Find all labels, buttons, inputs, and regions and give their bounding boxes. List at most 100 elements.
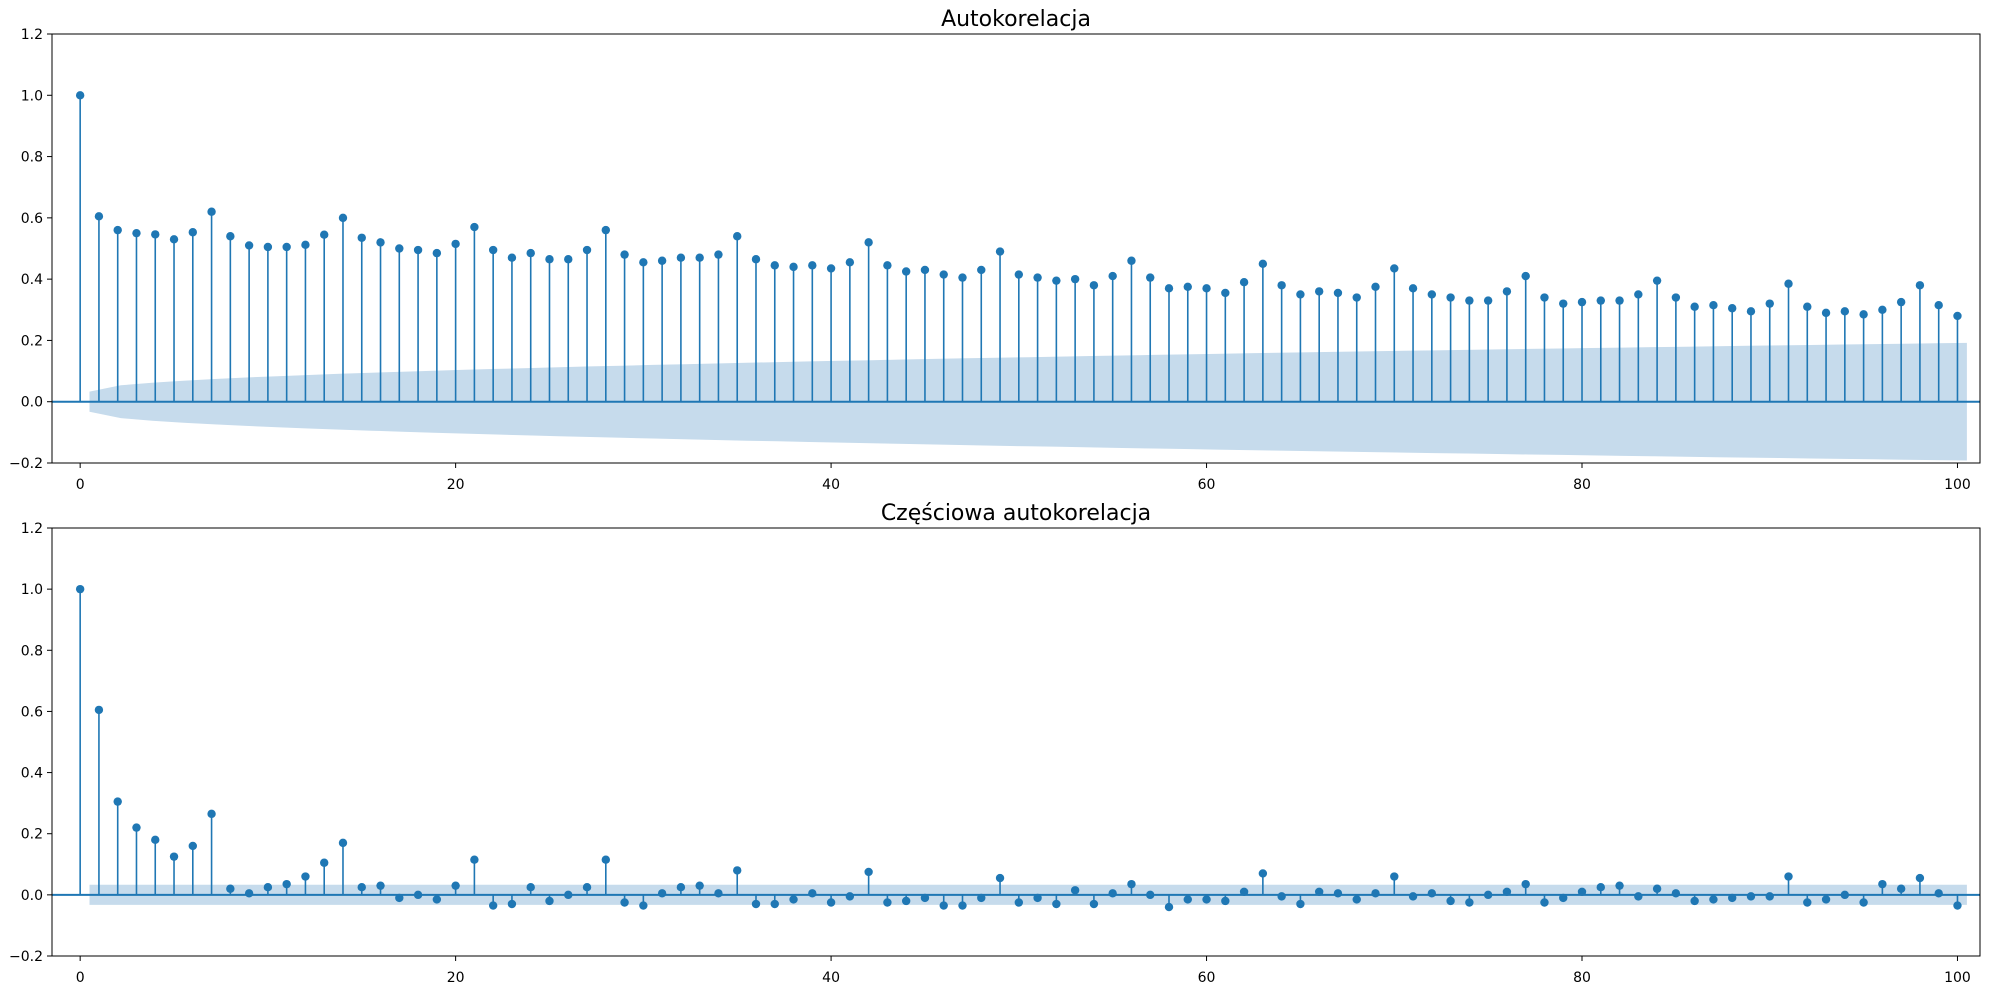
stem-marker xyxy=(1446,896,1455,906)
stem-marker xyxy=(301,872,310,881)
stem-marker xyxy=(526,883,535,892)
stem-marker xyxy=(1896,884,1906,893)
stem-marker xyxy=(1821,895,1831,904)
stem-marker xyxy=(1521,879,1530,889)
stem-marker xyxy=(1296,290,1305,299)
stem-marker xyxy=(188,228,197,237)
y-tick-label: 0.6 xyxy=(21,211,43,227)
stem-marker xyxy=(1052,276,1061,285)
stem-marker xyxy=(1390,872,1399,881)
stem-marker xyxy=(901,896,911,906)
stem-marker xyxy=(639,901,648,910)
stem-marker xyxy=(1277,281,1286,290)
stem-marker xyxy=(977,893,986,903)
stem-marker xyxy=(1427,290,1437,299)
stem-marker xyxy=(920,893,930,903)
x-tick-label: 20 xyxy=(447,477,465,493)
stem-marker xyxy=(1634,892,1643,901)
stem-marker xyxy=(826,898,836,907)
stem-marker xyxy=(620,898,629,907)
stem-marker xyxy=(207,809,216,819)
stem-marker xyxy=(1727,893,1737,903)
x-tick-label: 80 xyxy=(1573,477,1591,493)
stem-marker xyxy=(808,889,817,898)
stem-marker xyxy=(226,884,235,893)
stem-marker xyxy=(1221,896,1230,906)
stem-marker xyxy=(1671,889,1681,898)
stem-marker xyxy=(1652,884,1662,893)
stem-marker xyxy=(826,264,836,273)
stem-marker xyxy=(845,258,855,267)
stem-marker xyxy=(1896,297,1906,307)
stem-marker xyxy=(751,899,761,909)
stem-marker xyxy=(1483,296,1493,305)
stem-marker xyxy=(395,244,404,253)
stem-marker xyxy=(1934,300,1943,310)
stem-marker xyxy=(75,584,85,594)
y-tick-label: 0.2 xyxy=(21,827,43,843)
stem-marker xyxy=(1840,307,1850,316)
stem-marker xyxy=(1803,302,1812,311)
stem-marker xyxy=(657,889,667,898)
y-tick-label: 1.2 xyxy=(21,27,43,43)
stem-marker xyxy=(1371,282,1380,292)
stem-marker xyxy=(1709,300,1718,310)
stem-marker xyxy=(1070,886,1080,895)
stem-marker xyxy=(1915,281,1925,290)
stem-marker xyxy=(507,899,517,909)
stem-marker xyxy=(1784,872,1793,881)
stem-marker xyxy=(582,883,592,892)
stem-marker xyxy=(1390,264,1399,273)
stem-marker xyxy=(1577,297,1587,307)
stem-marker xyxy=(1352,293,1361,302)
stem-marker xyxy=(282,879,291,889)
y-tick-label: 0.0 xyxy=(21,395,43,411)
stem-marker xyxy=(320,858,329,867)
stem-marker xyxy=(995,873,1005,883)
stem-marker xyxy=(226,232,235,241)
stem-marker xyxy=(1821,308,1831,318)
stem-marker xyxy=(1014,898,1024,907)
stem-marker xyxy=(395,893,404,903)
stem-marker xyxy=(1765,299,1774,308)
stem-marker xyxy=(1014,270,1024,279)
stem-marker xyxy=(1221,288,1230,298)
x-tick-label: 0 xyxy=(76,970,85,986)
stem-marker xyxy=(1127,256,1136,265)
stem-marker xyxy=(1671,293,1681,302)
stem-marker xyxy=(1690,302,1699,311)
stem-marker xyxy=(920,265,930,275)
acf-title: Autokorelacja xyxy=(941,7,1091,32)
stem-marker xyxy=(320,230,329,239)
stem-marker xyxy=(695,881,704,890)
stem-marker xyxy=(1164,902,1174,912)
y-tick-label: 0.6 xyxy=(21,704,43,720)
stem-marker xyxy=(808,261,817,270)
stem-marker xyxy=(113,797,122,806)
stem-marker xyxy=(1202,895,1211,904)
stem-marker xyxy=(657,256,667,265)
stem-marker xyxy=(338,838,348,848)
stem-marker xyxy=(94,705,104,715)
stem-marker xyxy=(1202,284,1211,293)
stem-marker xyxy=(958,901,967,910)
stem-marker xyxy=(1089,899,1099,909)
stem-marker xyxy=(1070,274,1080,284)
stem-marker xyxy=(1746,892,1756,901)
y-tick-label: 0.0 xyxy=(21,888,43,904)
stem-marker xyxy=(1878,305,1887,314)
y-tick-label: 1.0 xyxy=(21,582,43,598)
y-tick-label: 0.8 xyxy=(21,643,43,659)
x-tick-label: 20 xyxy=(447,970,465,986)
stem-marker xyxy=(770,261,779,270)
stem-marker xyxy=(1446,293,1455,302)
x-tick-label: 100 xyxy=(1944,970,1971,986)
stem-marker xyxy=(151,230,160,239)
stem-marker xyxy=(1089,281,1099,290)
stem-marker xyxy=(958,273,967,282)
stem-marker xyxy=(1540,898,1549,907)
stem-marker xyxy=(357,233,366,242)
stem-marker xyxy=(1953,311,1962,321)
x-tick-label: 100 xyxy=(1944,477,1971,493)
